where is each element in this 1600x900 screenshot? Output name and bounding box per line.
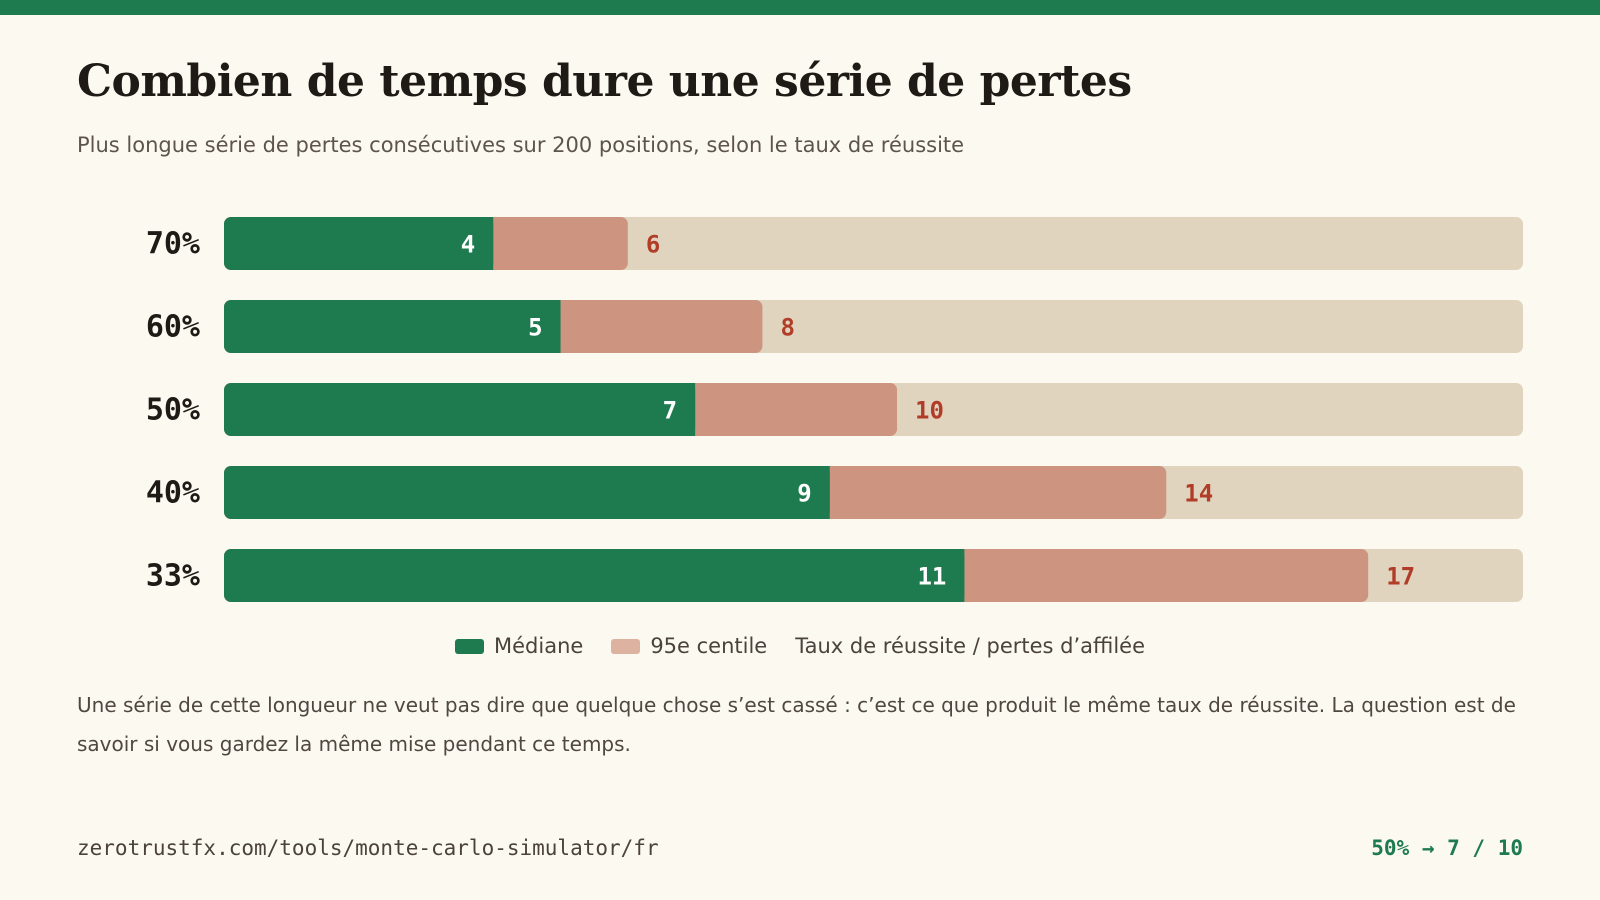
bar-median-edge (822, 466, 830, 519)
category-label: 33% (146, 559, 200, 594)
explanatory-note: Une série de cette longueur ne veut pas … (77, 693, 1516, 756)
p95-value-label: 6 (646, 231, 660, 259)
bars-layer: 70% 4 6 60% 5 8 50% 7 10 40% 9 14 33% 11 17 (146, 217, 1523, 602)
bar-median (224, 383, 696, 436)
bar-median (224, 466, 830, 519)
median-value-label: 7 (663, 397, 677, 425)
bar-row: 33% 11 17 (146, 549, 1523, 602)
p95-value-label: 14 (1184, 480, 1213, 508)
bar-median-edge (957, 549, 965, 602)
loss-streak-bar-chart: 70% 4 6 60% 5 8 50% 7 10 40% 9 14 33% 11 17 (146, 217, 1523, 602)
median-value-label: 11 (917, 563, 946, 591)
page-subtitle: Plus longue série de pertes consécutives… (77, 133, 965, 157)
bar-row: 50% 7 10 (146, 383, 1523, 436)
median-value-label: 9 (797, 480, 811, 508)
category-label: 60% (146, 310, 200, 345)
bar-median (224, 300, 561, 353)
footer-url-link[interactable]: zerotrustfx.com/tools/monte-carlo-simula… (77, 836, 659, 860)
median-value-label: 4 (461, 231, 475, 259)
bar-median-edge (688, 383, 696, 436)
category-label: 40% (146, 476, 200, 511)
median-value-label: 5 (528, 314, 542, 342)
top-accent-bar (0, 0, 1600, 15)
legend-label-p95: 95e centile (650, 634, 768, 658)
legend-axis-note: Taux de réussite / pertes d’affilée (795, 634, 1145, 658)
bar-row: 40% 9 14 (146, 466, 1523, 519)
category-label: 50% (146, 393, 200, 428)
chart-legend: Médiane 95e centile Taux de réussite / p… (0, 631, 1600, 661)
footer-stat: 50% → 7 / 10 (1371, 836, 1523, 860)
bar-median-edge (553, 300, 561, 353)
legend-item-median: Médiane (455, 631, 583, 661)
bar-row: 70% 4 6 (146, 217, 1523, 270)
bar-median-edge (486, 217, 494, 270)
p95-value-label: 8 (780, 314, 794, 342)
bar-median (224, 217, 494, 270)
legend-swatch-p95 (611, 638, 641, 654)
bar-row: 60% 5 8 (146, 300, 1523, 353)
p95-value-label: 10 (915, 397, 944, 425)
bar-median (224, 549, 965, 602)
category-label: 70% (146, 227, 200, 262)
legend-swatch-median (455, 638, 484, 654)
p95-value-label: 17 (1386, 563, 1415, 591)
legend-item-axis-note: Taux de réussite / pertes d’affilée (795, 631, 1145, 661)
page-title: Combien de temps dure une série de perte… (77, 56, 1132, 107)
legend-item-p95: 95e centile (611, 631, 767, 661)
legend-label-median: Médiane (494, 634, 584, 658)
